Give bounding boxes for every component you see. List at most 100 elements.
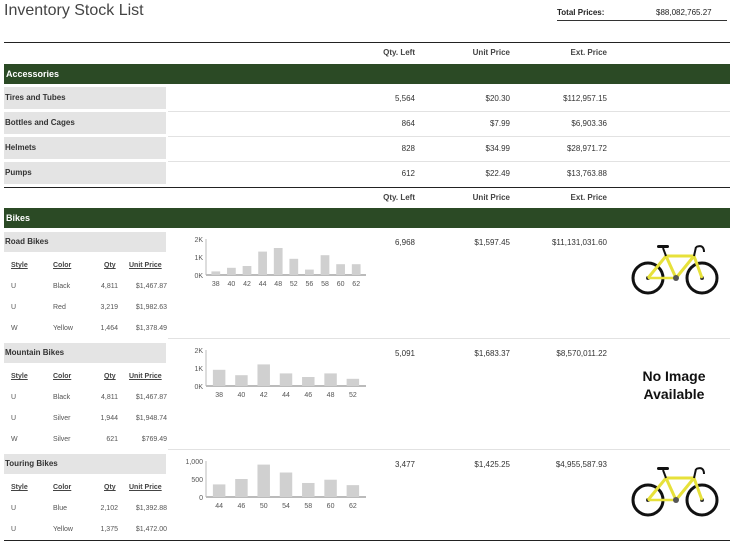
bike-group-chart: 1,000 500 0 44 46 50 54 58 60 62 <box>180 456 370 521</box>
bike-item-unit-price: $1,982.63 <box>135 304 167 311</box>
x-tick-label: 44 <box>259 281 267 288</box>
accessory-row-label: Tires and Tubes <box>4 87 166 109</box>
x-tick-label: 58 <box>304 503 312 510</box>
bike-group-ext-price: $8,570,011.22 <box>556 349 607 358</box>
x-tick-label: 56 <box>306 281 314 288</box>
divider <box>4 42 730 43</box>
chart-bar <box>320 255 330 275</box>
x-tick-label: 44 <box>282 392 290 399</box>
mini-header-qty: Qty <box>104 373 116 380</box>
bike-group-ext-price: $4,955,587.93 <box>555 460 607 469</box>
column-header-unit-price: Unit Price <box>472 193 510 202</box>
row-separator <box>168 449 730 450</box>
accessory-ext-price: $28,971.72 <box>566 144 607 153</box>
divider <box>4 187 730 188</box>
bike-item-unit-price: $1,467.87 <box>135 283 167 290</box>
bike-item-color: Red <box>53 304 66 311</box>
accessory-qty: 828 <box>401 144 415 153</box>
chart-bar <box>227 267 236 275</box>
bike-item-qty: 621 <box>106 436 118 443</box>
bike-item-style: W <box>11 436 18 443</box>
x-tick-label: 40 <box>238 392 246 399</box>
mini-header-color: Color <box>53 484 72 491</box>
x-tick-label: 40 <box>228 281 236 288</box>
row-separator <box>168 136 730 137</box>
y-tick-label: 0K <box>194 273 203 280</box>
bike-image <box>630 456 720 527</box>
bicycle-icon <box>631 467 719 517</box>
accessory-unit-price: $7.99 <box>489 119 510 128</box>
chart-bar <box>302 377 315 386</box>
chart-bar <box>336 264 345 275</box>
y-tick-label: 1K <box>194 366 203 373</box>
chart-bar <box>346 378 360 386</box>
mini-header-style: Style <box>11 484 28 491</box>
mini-header-color: Color <box>53 373 72 380</box>
chart-bar <box>346 485 360 497</box>
bike-item-style: U <box>11 415 17 422</box>
chart-bar <box>273 248 283 275</box>
bike-item-qty: 3,219 <box>100 304 118 311</box>
y-tick-label: 500 <box>191 477 203 484</box>
chart-bar <box>242 266 252 275</box>
bike-group-qty: 5,091 <box>394 349 415 358</box>
mini-header-color: Color <box>53 262 72 269</box>
x-tick-label: 54 <box>282 503 290 510</box>
mini-header-qty: Qty <box>104 484 116 491</box>
y-tick-label: 1K <box>194 255 203 262</box>
accessory-qty: 612 <box>401 169 415 178</box>
chart-bar <box>324 479 337 497</box>
x-tick-label: 62 <box>349 503 357 510</box>
mini-header-qty: Qty <box>104 262 116 269</box>
accessory-row-label: Helmets <box>4 137 166 159</box>
x-tick-label: 48 <box>327 392 335 399</box>
bike-group-qty: 6,968 <box>394 238 415 247</box>
bike-item-unit-price: $1,472.00 <box>135 526 167 533</box>
x-tick-label: 42 <box>243 281 251 288</box>
no-image-line-2: Available <box>643 386 705 402</box>
accessory-unit-price: $22.49 <box>485 169 510 178</box>
x-tick-label: 38 <box>212 281 220 288</box>
accessory-qty: 5,564 <box>394 94 415 103</box>
chart-bar <box>235 375 248 386</box>
row-separator <box>168 338 730 339</box>
accessory-row-label: Pumps <box>4 162 166 184</box>
bike-item-qty: 2,102 <box>100 505 118 512</box>
bike-item-color: Blue <box>53 505 68 512</box>
accessory-row-label: Bottles and Cages <box>4 112 166 134</box>
bike-item-qty: 4,811 <box>101 394 118 401</box>
chart-bar <box>235 479 248 497</box>
x-tick-label: 42 <box>260 392 268 399</box>
accessory-ext-price: $6,903.36 <box>571 119 607 128</box>
x-tick-label: 60 <box>337 281 345 288</box>
mini-header-unit-price: Unit Price <box>129 262 162 269</box>
bike-item-unit-price: $1,392.88 <box>135 505 167 512</box>
x-tick-label: 52 <box>349 392 357 399</box>
x-tick-label: 58 <box>321 281 329 288</box>
chart-bar <box>302 482 315 497</box>
bike-item-qty: 4,811 <box>101 283 118 290</box>
total-prices-label: Total Prices: <box>557 8 605 17</box>
bike-item-unit-price: $769.49 <box>141 436 167 443</box>
bike-group-chart: 2K 1K 0K 38 40 42 44 46 48 52 <box>180 345 370 410</box>
divider <box>4 540 730 541</box>
bike-item-color: Yellow <box>53 325 73 332</box>
column-header-qty: Qty. Left <box>383 193 415 202</box>
row-separator <box>168 161 730 162</box>
bicycle-icon <box>631 245 719 295</box>
bike-group-ext-price: $11,131,031.60 <box>551 238 607 247</box>
x-tick-label: 38 <box>215 392 223 399</box>
row-separator <box>168 111 730 112</box>
x-tick-label: 48 <box>274 281 282 288</box>
bike-group-unit-price: $1,425.25 <box>474 460 510 469</box>
x-tick-label: 46 <box>238 503 246 510</box>
y-tick-label: 1,000 <box>185 459 203 466</box>
chart-bar <box>211 271 221 275</box>
no-image-placeholder: No Image Available <box>618 367 730 403</box>
mini-header-unit-price: Unit Price <box>129 373 162 380</box>
total-prices-value: $88,082,765.27 <box>656 8 712 17</box>
chart-bar <box>257 364 270 386</box>
bike-item-style: U <box>11 526 17 533</box>
mini-header-style: Style <box>11 262 28 269</box>
x-tick-label: 50 <box>260 503 268 510</box>
